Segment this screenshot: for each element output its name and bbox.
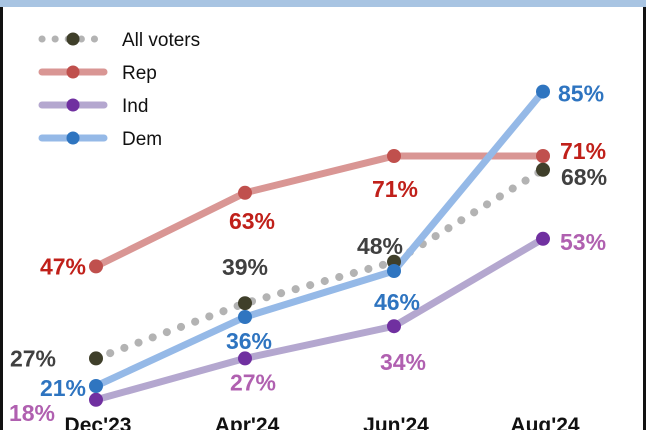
data-point-all-voters-apr-24 — [238, 296, 252, 311]
legend: All voters Rep Ind Dem — [38, 30, 200, 150]
data-label-ind-aug-24: 53% — [560, 229, 606, 255]
legend-item-dem: Dem — [38, 129, 162, 150]
legend-label-ind: Ind — [122, 96, 148, 117]
data-label-dem-jun-24: 46% — [374, 289, 420, 315]
x-tick-label-jun-24: Jun'24 — [363, 414, 429, 430]
x-tick-label-aug-24: Aug'24 — [510, 414, 579, 430]
x-tick-label-dec-23: Dec'23 — [65, 414, 132, 430]
legend-item-rep: Rep — [38, 63, 157, 84]
data-label-layer: 47% 63% 71% 71% 18% 27% 34% 53% 27% 39% 48% 68% 21% 3… — [9, 81, 607, 426]
x-tick-label-apr-24: Apr'24 — [215, 414, 280, 430]
data-label-all-voters-aug-24: 68% — [561, 164, 607, 190]
data-label-all-voters-apr-24: 39% — [222, 254, 268, 280]
legend-item-all-voters: All voters — [38, 30, 200, 51]
legend-swatch-marker-rep — [66, 65, 80, 79]
marker-layer — [89, 84, 550, 407]
data-label-rep-dec-23: 47% — [40, 253, 86, 279]
data-label-ind-jun-24: 34% — [380, 349, 426, 375]
data-point-all-voters-dec-23 — [89, 351, 103, 366]
data-label-rep-apr-24: 63% — [229, 208, 275, 234]
data-label-dem-apr-24: 36% — [226, 328, 272, 354]
series-line-ind — [92, 235, 547, 404]
legend-label-rep: Rep — [122, 63, 157, 84]
data-point-rep-dec-23 — [89, 259, 103, 274]
legend-swatch-marker-all-voters — [66, 32, 80, 46]
series-line-dem — [92, 88, 547, 390]
data-point-ind-aug-24 — [536, 231, 550, 246]
data-label-dem-dec-23: 21% — [40, 375, 86, 401]
data-point-rep-apr-24 — [238, 185, 252, 200]
data-label-rep-aug-24: 71% — [560, 138, 606, 164]
legend-swatch-marker-ind — [66, 98, 80, 112]
data-label-dem-aug-24: 85% — [558, 81, 604, 107]
series-line-all-voters — [92, 165, 547, 363]
series-layer — [92, 88, 547, 404]
data-point-ind-dec-23 — [89, 392, 103, 407]
data-point-ind-apr-24 — [238, 351, 252, 366]
data-point-dem-dec-23 — [89, 379, 103, 393]
x-axis-tick-labels: Dec'23 Apr'24 Jun'24 Aug'24 — [65, 414, 580, 430]
legend-swatch-marker-dem — [66, 131, 80, 145]
data-point-all-voters-aug-24 — [536, 162, 550, 177]
data-point-rep-aug-24 — [536, 149, 550, 163]
data-point-dem-apr-24 — [238, 310, 252, 324]
data-point-dem-aug-24 — [536, 84, 550, 99]
legend-label-dem: Dem — [122, 129, 162, 150]
series-line-rep — [92, 152, 547, 270]
legend-label-all-voters: All voters — [122, 30, 200, 51]
data-label-ind-dec-23: 18% — [9, 400, 55, 426]
data-label-rep-jun-24: 71% — [372, 176, 418, 202]
data-point-rep-jun-24 — [387, 149, 401, 163]
data-point-dem-jun-24 — [387, 264, 401, 278]
chart-top-bar — [0, 0, 646, 7]
legend-item-ind: Ind — [38, 96, 148, 117]
data-label-all-voters-dec-23: 27% — [10, 345, 56, 371]
data-label-all-voters-jun-24: 48% — [357, 233, 403, 259]
data-point-ind-jun-24 — [387, 319, 401, 334]
data-label-ind-apr-24: 27% — [230, 369, 276, 395]
